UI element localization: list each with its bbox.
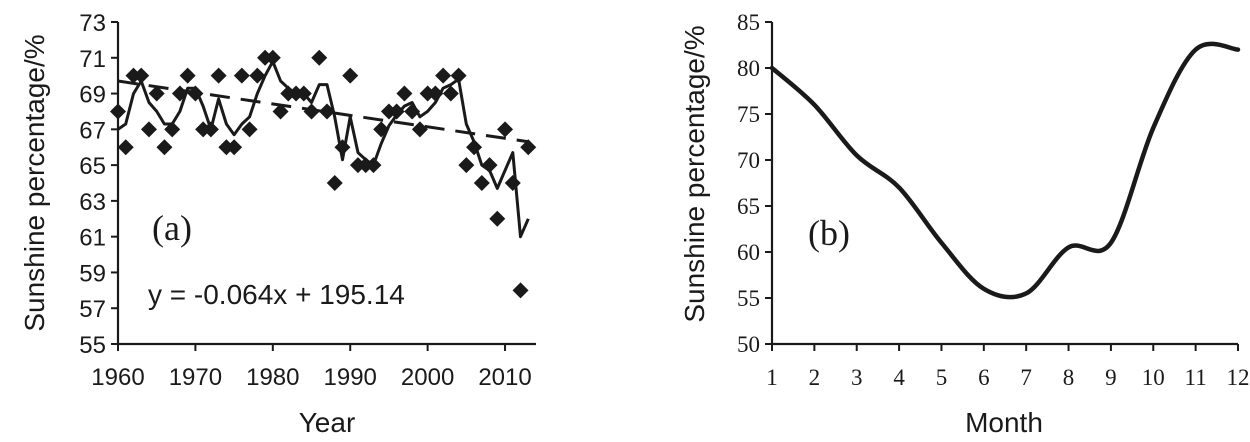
- panel-a-label: (a): [152, 208, 192, 248]
- panel-a-data-point: [187, 85, 204, 102]
- panel-a-y-tick-label: 57: [79, 296, 106, 323]
- panel-b-x-tick-label: 3: [851, 365, 863, 390]
- panel-b-x-tick-label: 10: [1142, 365, 1165, 390]
- panel-a-x-tick-label: 2000: [401, 364, 454, 391]
- panel-a-data-point: [319, 103, 335, 120]
- panel-b-x-tick-label: 5: [936, 365, 948, 390]
- panel-a-data-point: [373, 121, 390, 138]
- panel-b-x-tick-label: 2: [809, 365, 821, 390]
- panel-a-data-point: [148, 85, 165, 102]
- panel-a-y-tick-label: 67: [79, 117, 106, 144]
- panel-a-data-point: [512, 282, 529, 299]
- panel-a-data-point: [442, 85, 459, 102]
- panel-b-x-tick-label: 11: [1185, 365, 1207, 390]
- panel-b-y-axis-label: Sunshine percentage/%: [679, 25, 710, 322]
- panel-a-y-axis-label: Sunshine percentage/%: [19, 34, 50, 331]
- panel-a-data-point: [202, 121, 219, 138]
- panel-a-data-marks: [110, 49, 537, 299]
- panel-a-x-tick-label: 1990: [324, 364, 377, 391]
- panel-a-y-tick-label: 73: [79, 10, 106, 37]
- panel-a-equation: y = -0.064x + 195.14: [148, 279, 405, 310]
- panel-a-data-point: [295, 85, 312, 102]
- panel-b-y-tick-label: 65: [737, 194, 760, 219]
- panel-a-data-point: [117, 139, 134, 156]
- panel-a-data-point: [133, 67, 150, 84]
- panel-b-label: (b): [808, 213, 850, 253]
- panel-b-y-tick-label: 70: [737, 148, 760, 173]
- panel-a-data-point: [497, 121, 514, 138]
- panel-a-y-tick-label: 59: [79, 260, 106, 287]
- panel-a-x-ticks: 1960 1970 1980 1990 2000 2010: [91, 344, 532, 391]
- panel-a-y-tick-label: 63: [79, 189, 106, 216]
- panel-a-data-point: [233, 67, 250, 84]
- panel-b-monthly-line: [769, 41, 1241, 300]
- panel-a-data-point: [504, 175, 521, 191]
- panel-a-data-point: [179, 67, 196, 84]
- panel-a-y-tick-label: 69: [79, 82, 106, 109]
- panel-b-x-tick-label: 7: [1020, 365, 1032, 390]
- panel-b-y-ticks: 50 55 60 65 70 75 80 85: [737, 10, 772, 357]
- panel-a-x-axis-label: Year: [299, 407, 356, 438]
- panel-a-x-tick-label: 2010: [478, 364, 531, 391]
- panel-a-x-tick-label: 1970: [169, 364, 222, 391]
- panel-a-data-point: [140, 121, 157, 138]
- panel-b-x-ticks: 1 2 3 4 5 6 7 8 9 10 11 12: [766, 344, 1250, 390]
- panel-a-data-point: [450, 67, 467, 84]
- panel-b-x-tick-label: 1: [766, 365, 778, 390]
- panel-a-data-point: [427, 85, 444, 102]
- panel-a-data-point: [396, 85, 413, 102]
- panel-b-y-tick-label: 55: [737, 286, 760, 311]
- panel-b-x-axis-label: Month: [965, 407, 1043, 438]
- panel-a-data-point: [365, 157, 382, 174]
- panel-a-data-point: [411, 121, 428, 138]
- panel-a-data-point: [458, 157, 475, 174]
- panel-a-data-point: [241, 121, 258, 138]
- panel-a-data-point: [489, 210, 506, 227]
- panel-a-y-tick-label: 71: [79, 46, 106, 73]
- panel-a-y-tick-label: 65: [79, 153, 106, 180]
- panel-a-data-point: [334, 139, 351, 156]
- panel-a-data-point: [473, 175, 490, 191]
- panel-a-x-tick-label: 1980: [246, 364, 299, 391]
- panel-a-y-ticks: 55 57 59 61 63 65 67 69 71 73: [79, 10, 118, 359]
- panel-b-y-tick-label: 80: [737, 56, 760, 81]
- panel-a-data-point: [249, 67, 266, 84]
- panel-a-chart: 55 57 59 61 63 65 67 69 71 73 1960 1970 1980 1990 200…: [19, 10, 537, 438]
- panel-a-data-point: [226, 139, 243, 156]
- panel-a-data-point: [404, 103, 421, 120]
- panel-a-data-point: [481, 157, 498, 174]
- panel-b-x-tick-label: 6: [978, 365, 990, 390]
- panel-a-data-point: [435, 67, 452, 84]
- panel-b-x-tick-label: 12: [1227, 365, 1250, 390]
- panel-a-y-tick-label: 61: [79, 225, 106, 252]
- panel-a-x-tick-label: 1960: [91, 364, 144, 391]
- panel-b-y-tick-label: 60: [737, 240, 760, 265]
- panel-a-data-point: [156, 139, 173, 156]
- panel-a-data-point: [342, 67, 359, 84]
- panel-b-y-tick-label: 85: [737, 10, 760, 35]
- panel-a-data-point: [164, 121, 181, 138]
- panel-a-data-point: [171, 85, 188, 102]
- panel-a-data-point: [520, 139, 537, 156]
- panel-a-y-tick-label: 55: [79, 332, 106, 359]
- panel-a-data-point: [466, 139, 483, 156]
- panel-a-data-point: [388, 103, 405, 120]
- panel-b-y-tick-label: 75: [737, 102, 760, 127]
- panel-a-data-point: [210, 67, 227, 84]
- panel-a-data-point: [326, 175, 343, 191]
- panel-b-x-tick-label: 9: [1105, 365, 1117, 390]
- panel-b-y-tick-label: 50: [737, 332, 760, 357]
- panel-a-data-point: [311, 49, 328, 66]
- panel-a-data-point: [303, 103, 320, 120]
- panel-b-x-tick-label: 4: [893, 365, 905, 390]
- panel-a-data-point: [264, 49, 281, 66]
- panel-b-data-marks: [769, 41, 1241, 300]
- panel-b-x-tick-label: 8: [1063, 365, 1075, 390]
- panel-a-data-point: [272, 103, 289, 120]
